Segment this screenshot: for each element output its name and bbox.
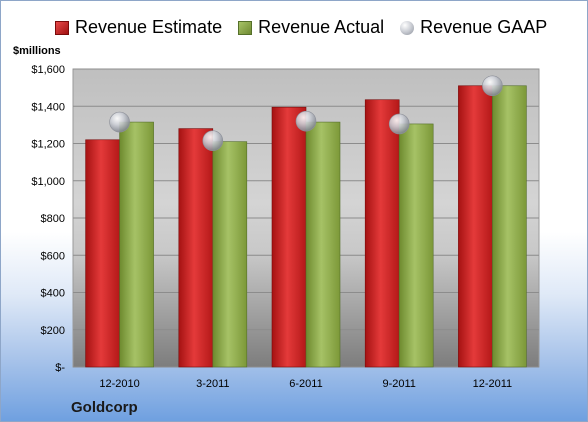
- x-axis-ticks: 12-2010 3-2011 6-2011 9-2011 12-2011: [99, 378, 512, 390]
- actual-swatch-icon: [238, 20, 253, 35]
- bar-estimate: [85, 139, 120, 368]
- bar-series: [85, 85, 527, 368]
- y-tick-label: $400: [41, 288, 65, 300]
- bar-estimate: [364, 99, 400, 368]
- company-name: Goldcorp: [71, 399, 138, 416]
- bar-actual: [212, 141, 248, 368]
- y-tick-label: $200: [41, 325, 65, 337]
- gaap-marker: [482, 75, 503, 97]
- bar-actual: [398, 123, 434, 368]
- gaap-marker: [109, 111, 130, 133]
- legend-item-gaap: Revenue GAAP: [400, 17, 547, 38]
- bar-estimate: [271, 106, 307, 368]
- bar-estimate: [458, 85, 493, 368]
- legend-label-actual: Revenue Actual: [258, 17, 385, 37]
- y-unit-label: $millions: [13, 45, 61, 57]
- legend-label-gaap: Revenue GAAP: [420, 17, 548, 37]
- bar-actual: [119, 121, 154, 368]
- bar-actual: [305, 121, 341, 368]
- legend-item-actual: Revenue Actual: [238, 17, 384, 38]
- y-tick-label: $1,600: [31, 64, 65, 76]
- bar-estimate: [178, 128, 214, 368]
- x-tick-label: 12-2010: [99, 378, 139, 390]
- y-tick-label: $800: [41, 213, 65, 225]
- y-tick-label: $1,000: [31, 176, 65, 188]
- legend-item-estimate: Revenue Estimate: [55, 17, 222, 38]
- y-tick-label: $1,200: [31, 139, 65, 151]
- y-tick-label: $600: [41, 250, 65, 262]
- estimate-swatch-icon: [55, 20, 69, 35]
- y-tick-label: $-: [55, 362, 65, 374]
- x-tick-label: 6-2011: [289, 378, 322, 390]
- gaap-circle-icon: [400, 20, 415, 35]
- gaap-markers: [109, 75, 503, 152]
- legend-label-estimate: Revenue Estimate: [75, 17, 223, 37]
- y-tick-label: $1,400: [31, 101, 65, 113]
- gaap-marker: [388, 113, 410, 135]
- gaap-marker: [295, 110, 317, 132]
- gaap-marker: [202, 130, 224, 152]
- legend: Revenue Estimate Revenue Actual Revenue …: [55, 17, 587, 38]
- x-tick-label: 12-2011: [473, 378, 513, 390]
- bar-actual: [492, 85, 527, 368]
- x-tick-label: 9-2011: [382, 378, 415, 390]
- x-tick-label: 3-2011: [196, 378, 229, 390]
- y-axis-ticks: $- $200 $400 $600 $800 $1,000 $1,200 $1,400 $1,6…: [31, 64, 65, 374]
